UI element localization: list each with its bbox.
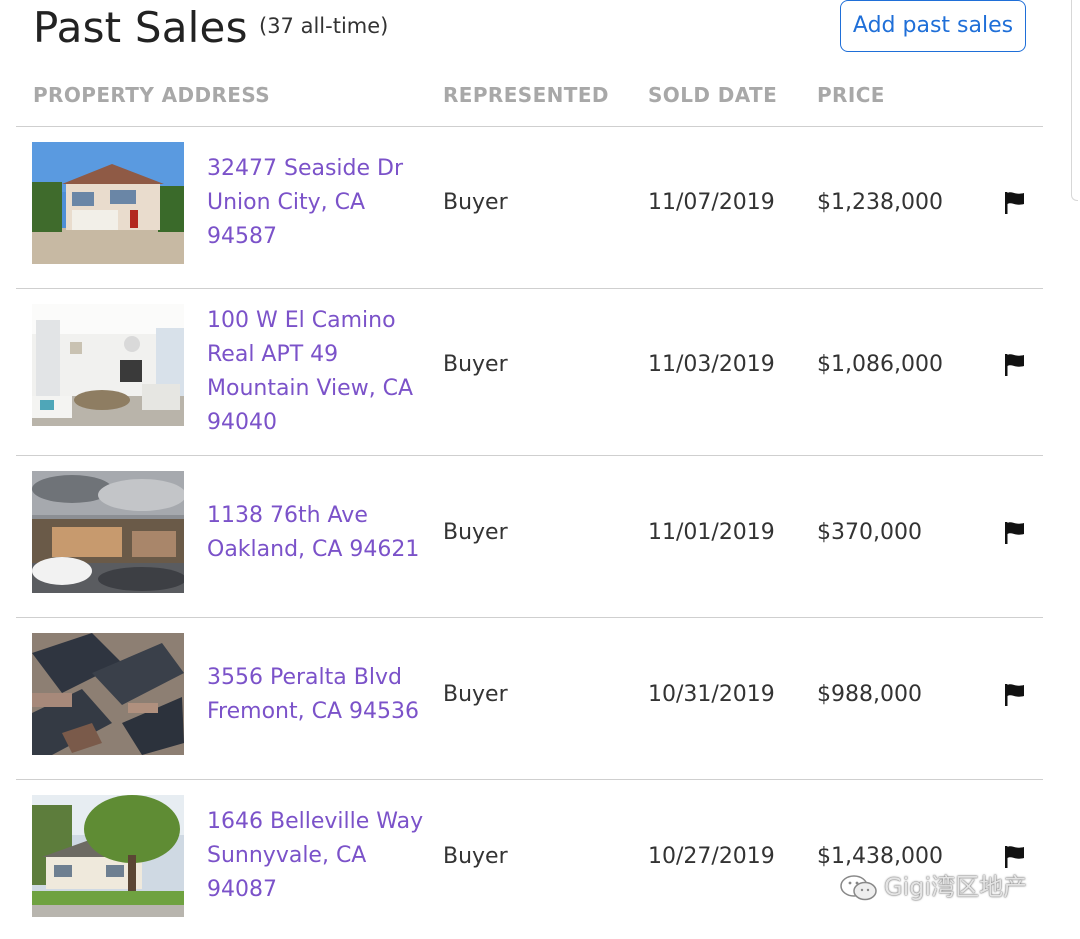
sold-date-cell: 10/27/2019 <box>648 844 775 869</box>
sold-date-cell: 11/07/2019 <box>648 190 775 215</box>
header-divider <box>16 126 1043 127</box>
property-photo[interactable] <box>32 142 184 264</box>
address-line: 94587 <box>207 224 277 249</box>
flag-icon[interactable] <box>1004 683 1026 707</box>
sales-count: (37 all-time) <box>259 14 389 38</box>
wechat-icon <box>840 875 877 901</box>
column-header-price: PRICE <box>817 83 885 107</box>
sold-date-cell: 11/01/2019 <box>648 520 775 545</box>
property-photo[interactable] <box>32 304 184 426</box>
flag-icon[interactable] <box>1004 521 1026 545</box>
address-line: 1646 Belleville Way <box>207 809 424 834</box>
page-title: Past Sales <box>33 3 248 52</box>
row-divider <box>16 617 1043 618</box>
row-divider <box>16 455 1043 456</box>
address-line: 1138 76th Ave <box>207 503 368 528</box>
represented-cell: Buyer <box>443 682 508 707</box>
address-line: 32477 Seaside Dr <box>207 156 404 181</box>
column-header-address: PROPERTY ADDRESS <box>33 83 271 107</box>
price-cell: $988,000 <box>817 682 922 707</box>
add-past-sales-button[interactable]: Add past sales <box>840 0 1026 52</box>
property-address-link[interactable]: 3556 Peralta Blvd Fremont, CA 94536 <box>207 661 427 729</box>
adjacent-panel-edge <box>1071 0 1078 201</box>
property-photo[interactable] <box>32 795 184 917</box>
address-line: Sunnyvale, CA <box>207 843 367 868</box>
property-photo[interactable] <box>32 633 184 755</box>
represented-cell: Buyer <box>443 352 508 377</box>
property-address-link[interactable]: 1138 76th Ave Oakland, CA 94621 <box>207 499 427 567</box>
property-address-link[interactable]: 1646 Belleville Way Sunnyvale, CA 94087 <box>207 805 427 907</box>
flag-icon[interactable] <box>1004 191 1026 215</box>
watermark-text: Gigi湾区地产 <box>884 873 1028 901</box>
represented-cell: Buyer <box>443 844 508 869</box>
address-line: Real APT 49 <box>207 342 339 367</box>
price-cell: $1,086,000 <box>817 352 943 377</box>
sold-date-cell: 10/31/2019 <box>648 682 775 707</box>
row-divider <box>16 779 1043 780</box>
address-line: 94040 <box>207 410 277 435</box>
watermark: Gigi湾区地产 <box>838 870 1027 904</box>
price-cell: $1,238,000 <box>817 190 943 215</box>
property-address-link[interactable]: 100 W El Camino Real APT 49 Mountain Vie… <box>207 304 427 440</box>
row-divider <box>16 288 1043 289</box>
column-header-represented: REPRESENTED <box>443 83 609 107</box>
address-line: 100 W El Camino <box>207 308 396 333</box>
property-photo[interactable] <box>32 471 184 593</box>
address-line: Mountain View, CA <box>207 376 414 401</box>
address-line: Oakland, CA 94621 <box>207 537 420 562</box>
address-line: 3556 Peralta Blvd <box>207 665 402 690</box>
property-address-link[interactable]: 32477 Seaside Dr Union City, CA 94587 <box>207 152 427 254</box>
flag-icon[interactable] <box>1004 353 1026 377</box>
price-cell: $1,438,000 <box>817 844 943 869</box>
address-line: Fremont, CA 94536 <box>207 699 419 724</box>
price-cell: $370,000 <box>817 520 922 545</box>
address-line: Union City, CA <box>207 190 366 215</box>
flag-icon[interactable] <box>1004 845 1026 869</box>
represented-cell: Buyer <box>443 520 508 545</box>
represented-cell: Buyer <box>443 190 508 215</box>
column-header-sold-date: SOLD DATE <box>648 83 778 107</box>
sold-date-cell: 11/03/2019 <box>648 352 775 377</box>
address-line: 94087 <box>207 877 277 902</box>
